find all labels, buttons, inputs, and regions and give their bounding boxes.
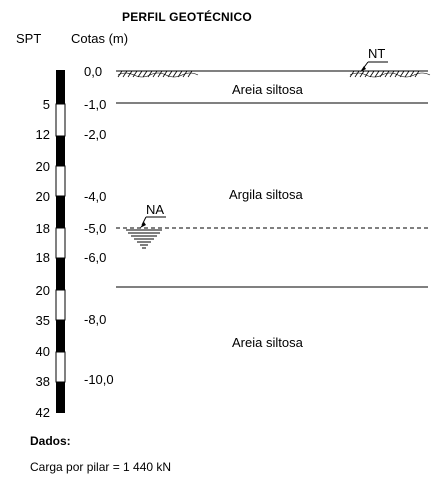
cotas-header: Cotas (m) [71, 31, 129, 46]
spt-band-9 [56, 320, 65, 352]
spt-band-8 [55, 289, 66, 321]
spt-value: 40 [35, 344, 50, 359]
ground-surface [116, 70, 431, 78]
cota-label: -2,0 [84, 127, 107, 142]
dados-heading: Dados: [30, 434, 71, 448]
spt-band-2 [55, 103, 66, 137]
layer-label-2: Argila siltosa [229, 187, 303, 202]
layer-label-1: Areia siltosa [232, 82, 303, 97]
spt-value: 35 [35, 313, 50, 328]
cota-label: -6,0 [84, 250, 107, 265]
nt-marker [360, 61, 388, 72]
cota-label: -5,0 [84, 221, 107, 236]
spt-value: 5 [42, 97, 50, 112]
layer-label-3: Areia siltosa [232, 335, 303, 350]
spt-value: 42 [35, 405, 50, 420]
carga-text: Carga por pilar = 1 440 kN [30, 460, 172, 474]
na-label: NA [146, 202, 165, 217]
cota-label: -8,0 [84, 312, 107, 327]
spt-band-11 [56, 382, 65, 413]
spt-band-4 [55, 165, 66, 197]
spt-band-6 [55, 227, 66, 259]
cota-label: 0,0 [84, 64, 103, 79]
spt-band-5 [56, 196, 65, 228]
cota-label: -1,0 [84, 97, 107, 112]
spt-value: 18 [35, 250, 50, 265]
cota-label: -4,0 [84, 189, 107, 204]
spt-value: 38 [35, 374, 50, 389]
spt-value: 20 [35, 189, 50, 204]
spt-column [55, 70, 66, 413]
spt-band-3 [56, 136, 65, 166]
spt-band-7 [56, 258, 65, 290]
spt-value: 20 [35, 159, 50, 174]
spt-value: 18 [35, 221, 50, 236]
cota-label: -10,0 [84, 372, 114, 387]
na-marker [126, 216, 166, 249]
spt-header: SPT [16, 31, 42, 46]
spt-band-10 [55, 351, 66, 383]
nt-label: NT [368, 46, 386, 61]
diagram-title: PERFIL GEOTÉCNICO [122, 10, 252, 24]
ground-hatch-left [117, 70, 193, 78]
spt-value: 12 [35, 127, 50, 142]
spt-value: 20 [35, 283, 50, 298]
spt-band-1 [56, 70, 65, 104]
